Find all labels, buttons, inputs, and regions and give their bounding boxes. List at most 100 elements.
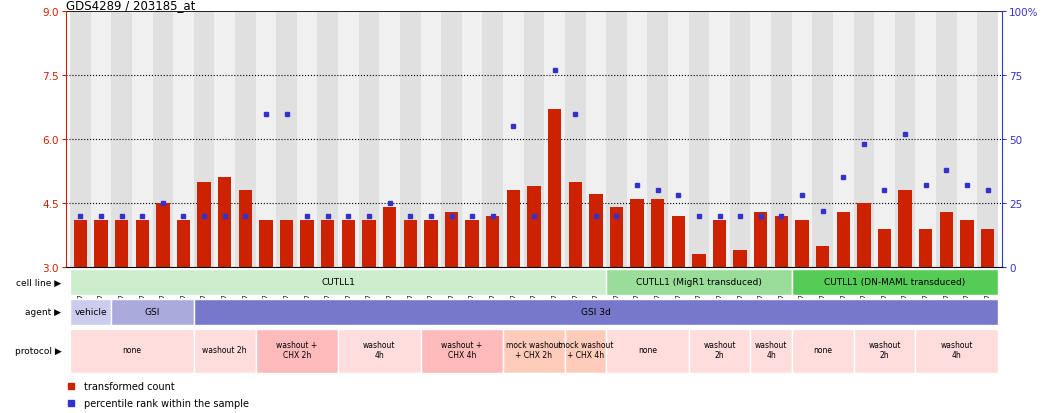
Bar — [606, 270, 792, 295]
Bar — [70, 299, 111, 325]
Bar — [198, 182, 210, 267]
Bar — [383, 208, 397, 267]
Bar — [111, 299, 194, 325]
Bar — [915, 12, 936, 267]
Bar — [424, 221, 438, 267]
Bar — [630, 199, 644, 267]
Bar — [300, 221, 314, 267]
Bar — [73, 221, 87, 267]
Bar — [609, 208, 623, 267]
Bar — [483, 12, 503, 267]
Bar — [816, 246, 829, 267]
Bar — [445, 212, 459, 267]
Bar — [115, 221, 129, 267]
Bar — [585, 12, 606, 267]
Bar — [466, 221, 478, 267]
Bar — [692, 254, 706, 267]
Bar — [833, 12, 853, 267]
Bar — [853, 12, 874, 267]
Bar — [503, 329, 565, 373]
Bar — [915, 329, 998, 373]
Bar — [177, 221, 191, 267]
Bar — [260, 221, 272, 267]
Bar — [957, 12, 977, 267]
Bar — [874, 12, 895, 267]
Bar — [194, 12, 215, 267]
Bar — [341, 221, 355, 267]
Bar — [792, 12, 812, 267]
Bar — [837, 212, 850, 267]
Bar — [853, 329, 915, 373]
Bar — [235, 12, 255, 267]
Bar — [507, 191, 520, 267]
Bar — [919, 229, 933, 267]
Bar — [627, 12, 647, 267]
Bar — [671, 216, 685, 267]
Bar — [359, 12, 379, 267]
Text: none: none — [122, 345, 141, 354]
Bar — [297, 12, 317, 267]
Text: CUTLL1: CUTLL1 — [321, 278, 355, 287]
Bar — [503, 12, 524, 267]
Bar — [94, 221, 108, 267]
Bar — [70, 329, 194, 373]
Text: washout
4h: washout 4h — [363, 340, 396, 360]
Bar — [486, 216, 499, 267]
Bar — [239, 191, 252, 267]
Bar — [754, 212, 767, 267]
Bar — [132, 12, 153, 267]
Bar — [194, 329, 255, 373]
Text: vehicle: vehicle — [74, 307, 107, 316]
Text: washout +
CHX 2h: washout + CHX 2h — [276, 340, 317, 360]
Bar — [528, 187, 540, 267]
Bar — [111, 12, 132, 267]
Text: washout
2h: washout 2h — [704, 340, 736, 360]
Bar — [153, 12, 173, 267]
Bar — [771, 12, 792, 267]
Bar — [569, 182, 582, 267]
Bar — [857, 204, 870, 267]
Bar — [734, 250, 747, 267]
Bar — [651, 199, 665, 267]
Bar — [462, 12, 483, 267]
Bar — [898, 191, 912, 267]
Text: CUTLL1 (MigR1 transduced): CUTLL1 (MigR1 transduced) — [636, 278, 762, 287]
Bar — [317, 12, 338, 267]
Bar — [441, 12, 462, 267]
Bar — [524, 12, 544, 267]
Text: mock washout
+ CHX 4h: mock washout + CHX 4h — [558, 340, 614, 360]
Text: transformed count: transformed count — [84, 381, 175, 391]
Bar — [400, 12, 421, 267]
Bar — [792, 270, 998, 295]
Bar — [730, 12, 751, 267]
Text: none: none — [638, 345, 656, 354]
Bar — [689, 12, 709, 267]
Bar — [403, 221, 417, 267]
Bar — [939, 212, 953, 267]
Bar — [668, 12, 689, 267]
Bar — [255, 329, 338, 373]
Bar — [796, 221, 808, 267]
Text: CUTLL1 (DN-MAML transduced): CUTLL1 (DN-MAML transduced) — [824, 278, 965, 287]
Bar — [936, 12, 957, 267]
Bar — [379, 12, 400, 267]
Text: none: none — [814, 345, 832, 354]
Bar — [156, 204, 170, 267]
Bar — [877, 229, 891, 267]
Bar — [276, 12, 297, 267]
Text: washout 2h: washout 2h — [202, 345, 247, 354]
Bar — [775, 216, 788, 267]
Text: washout
2h: washout 2h — [868, 340, 900, 360]
Bar — [194, 299, 998, 325]
Text: agent ▶: agent ▶ — [25, 307, 62, 316]
Text: washout +
CHX 4h: washout + CHX 4h — [441, 340, 483, 360]
Bar — [548, 110, 561, 267]
Bar — [565, 12, 585, 267]
Bar — [960, 221, 974, 267]
Bar — [70, 270, 606, 295]
Bar — [895, 12, 915, 267]
Bar — [689, 329, 751, 373]
Bar — [215, 12, 235, 267]
Bar — [544, 12, 565, 267]
Bar — [321, 221, 334, 267]
